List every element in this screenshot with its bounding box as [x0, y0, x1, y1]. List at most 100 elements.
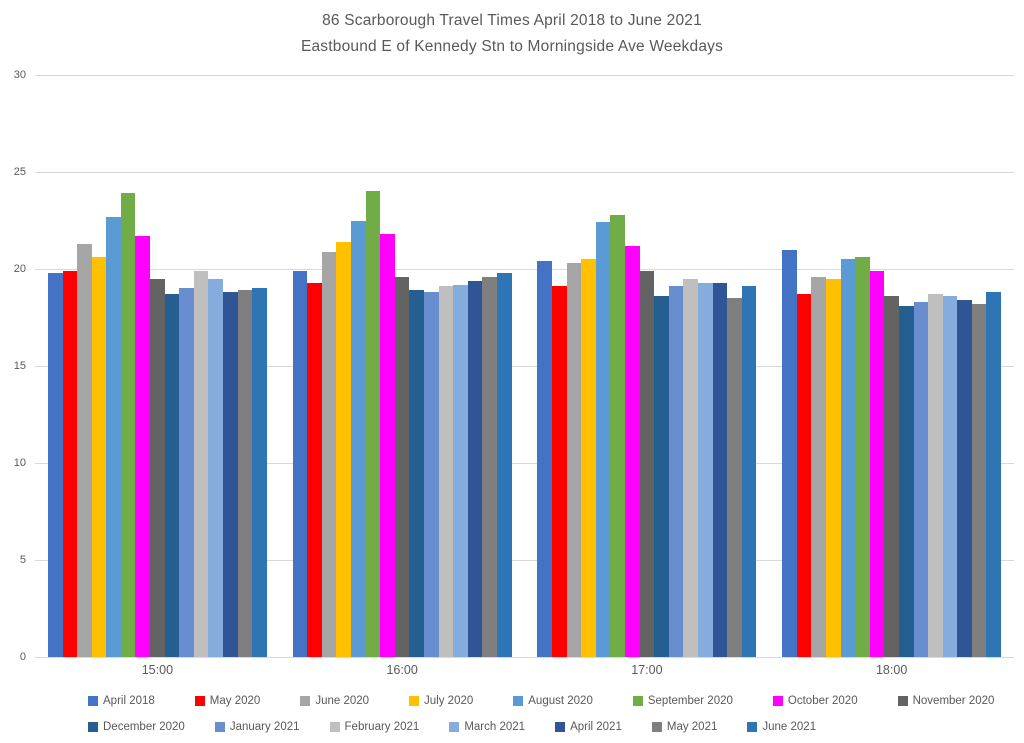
legend-label: March 2021	[464, 721, 526, 733]
bar	[394, 276, 410, 657]
y-axis: 30 25 20 15 10 5 0	[0, 69, 26, 663]
legend-item: April 2018	[88, 695, 155, 707]
legend-item: January 2021	[214, 721, 300, 733]
y-axis-tick-label: 5	[19, 554, 26, 566]
legend-item: February 2021	[329, 721, 419, 733]
legend-item: December 2020	[88, 721, 185, 733]
legend-label: May 2021	[666, 721, 718, 733]
bar	[365, 191, 381, 657]
bar	[796, 294, 812, 657]
legend-swatch-icon	[747, 722, 758, 732]
bar-group-1800	[769, 75, 1014, 657]
legend-swatch-icon	[214, 722, 225, 732]
y-axis-tick-label: 25	[13, 166, 26, 178]
x-axis: 15:00 16:00 17:00 18:00	[35, 663, 1014, 681]
bar	[537, 261, 553, 657]
legend-swatch-icon	[897, 696, 908, 706]
bar-groups	[35, 75, 1014, 657]
bar	[971, 303, 987, 657]
x-axis-label: 18:00	[875, 663, 908, 677]
legend-swatch-icon	[88, 696, 98, 706]
bar	[811, 276, 826, 657]
legend-label: January 2021	[229, 721, 300, 733]
gridline	[35, 269, 1014, 270]
bar	[164, 294, 180, 657]
legend-swatch-icon	[632, 696, 643, 706]
bar	[898, 305, 914, 657]
legend-label: December 2020	[103, 721, 185, 733]
bar	[595, 222, 611, 657]
bar	[986, 292, 1002, 657]
bar	[712, 282, 728, 657]
bar	[193, 270, 209, 657]
legend-item: August 2020	[513, 695, 593, 707]
bar	[77, 243, 92, 657]
bar	[496, 272, 512, 657]
legend-row-2: December 2020 January 2021 February 2021 Ma…	[88, 721, 1008, 733]
bar	[252, 288, 267, 657]
legend-item: April 2021	[555, 721, 622, 733]
bar	[307, 282, 322, 657]
bar	[91, 257, 107, 657]
bar	[237, 290, 253, 657]
legend-label: July 2020	[424, 695, 474, 707]
gridline	[35, 172, 1014, 173]
bar	[913, 301, 929, 657]
legend-swatch-icon	[449, 722, 460, 732]
bar	[610, 214, 625, 657]
bar-group-1500	[35, 75, 280, 657]
bar	[782, 249, 797, 657]
legend-item: October 2020	[772, 695, 858, 707]
bar-group-1700	[525, 75, 770, 657]
gridline	[35, 75, 1014, 76]
chart-title-line2: Eastbound E of Kennedy Stn to Morningsid…	[300, 38, 724, 55]
bar	[453, 284, 468, 657]
legend-label: September 2020	[647, 695, 733, 707]
chart-title-line1: 86 Scarborough Travel Times April 2018 t…	[322, 12, 702, 29]
legend-label: June 2021	[762, 721, 817, 733]
chart-title: 86 Scarborough Travel Times April 2018 t…	[0, 8, 1024, 60]
legend-label: April 2021	[570, 721, 622, 733]
legend-swatch-icon	[300, 696, 311, 706]
legend-swatch-icon	[88, 722, 98, 732]
bar	[292, 270, 308, 657]
bar	[438, 286, 454, 657]
bar	[409, 290, 425, 657]
bar	[106, 216, 121, 657]
bar	[884, 296, 899, 657]
legend-item: May 2020	[194, 695, 260, 707]
legend-label: October 2020	[787, 695, 858, 707]
legend-label: April 2018	[103, 695, 155, 707]
x-axis-label: 16:00	[386, 663, 418, 677]
legend-swatch-icon	[513, 696, 524, 706]
bar	[581, 259, 596, 657]
legend-swatch-icon	[772, 696, 783, 706]
bar	[424, 292, 439, 657]
y-axis-tick-label: 10	[13, 457, 26, 469]
y-axis-tick-label: 30	[13, 69, 26, 81]
gridline	[35, 560, 1014, 561]
bar	[150, 278, 165, 657]
bar	[467, 280, 483, 657]
legend-swatch-icon	[329, 722, 340, 732]
gridline	[35, 463, 1014, 464]
bar	[566, 263, 582, 657]
legend-label: August 2020	[528, 695, 593, 707]
legend-swatch-icon	[651, 722, 662, 732]
bar	[825, 278, 841, 657]
legend-row-1: April 2018 May 2020 June 2020 July 2020 Augu…	[88, 695, 1008, 707]
bar	[336, 241, 352, 657]
bar	[957, 300, 972, 657]
bar	[697, 282, 713, 657]
bar	[482, 276, 497, 657]
x-axis-label: 15:00	[141, 663, 174, 677]
bar	[135, 236, 151, 657]
bar	[351, 220, 366, 657]
bar	[855, 257, 870, 657]
bar	[683, 278, 698, 657]
bar	[321, 251, 337, 657]
y-axis-tick-label: 0	[19, 651, 26, 663]
bar	[942, 296, 958, 657]
bar	[727, 298, 742, 657]
